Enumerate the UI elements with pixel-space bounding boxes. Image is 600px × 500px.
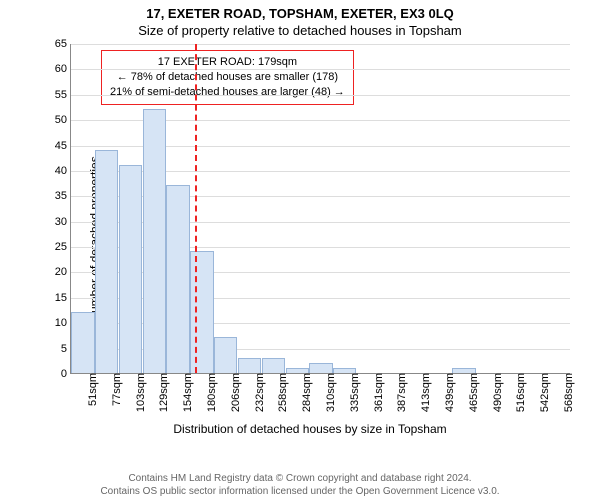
- x-axis-label: Distribution of detached houses by size …: [173, 422, 446, 436]
- chart-area: Number of detached properties Distributi…: [40, 44, 580, 434]
- info-line-2: ← 78% of detached houses are smaller (17…: [110, 70, 345, 85]
- histogram-bar: [143, 109, 166, 373]
- histogram-bar: [71, 312, 94, 373]
- x-tick-label: 258sqm: [277, 373, 289, 412]
- x-tick-label: 516sqm: [515, 373, 527, 412]
- marker-line: [195, 44, 197, 373]
- y-tick-label: 5: [61, 343, 71, 355]
- x-tick-label: 310sqm: [325, 373, 337, 412]
- gridline: [71, 69, 570, 70]
- histogram-bar: [214, 337, 237, 373]
- histogram-bar: [95, 150, 118, 373]
- gridline: [71, 44, 570, 45]
- footer-attribution: Contains HM Land Registry data © Crown c…: [0, 472, 600, 498]
- x-tick-label: 387sqm: [396, 373, 408, 412]
- x-tick-label: 284sqm: [301, 373, 313, 412]
- x-tick-label: 335sqm: [349, 373, 361, 412]
- y-tick-label: 20: [55, 266, 71, 278]
- histogram-bar: [190, 251, 213, 373]
- marker-info-box: 17 EXETER ROAD: 179sqm ← 78% of detached…: [101, 50, 354, 105]
- y-tick-label: 45: [55, 140, 71, 152]
- x-tick-label: 180sqm: [206, 373, 218, 412]
- y-tick-label: 30: [55, 216, 71, 228]
- y-tick-label: 50: [55, 114, 71, 126]
- x-tick-label: 490sqm: [492, 373, 504, 412]
- chart-container: 17, EXETER ROAD, TOPSHAM, EXETER, EX3 0L…: [0, 0, 600, 500]
- chart-title-sub: Size of property relative to detached ho…: [0, 21, 600, 42]
- y-tick-label: 55: [55, 89, 71, 101]
- histogram-bar: [238, 358, 261, 373]
- x-tick-label: 206sqm: [230, 373, 242, 412]
- y-tick-label: 0: [61, 368, 71, 380]
- chart-title-main: 17, EXETER ROAD, TOPSHAM, EXETER, EX3 0L…: [0, 0, 600, 21]
- x-tick-label: 465sqm: [468, 373, 480, 412]
- x-tick-label: 77sqm: [111, 373, 123, 406]
- x-tick-label: 542sqm: [539, 373, 551, 412]
- x-tick-label: 361sqm: [373, 373, 385, 412]
- x-tick-label: 413sqm: [420, 373, 432, 412]
- footer-line-2: Contains OS public sector information li…: [0, 485, 600, 498]
- y-tick-label: 35: [55, 190, 71, 202]
- info-line-1: 17 EXETER ROAD: 179sqm: [110, 55, 345, 70]
- y-tick-label: 65: [55, 38, 71, 50]
- gridline: [71, 95, 570, 96]
- x-tick-label: 568sqm: [563, 373, 575, 412]
- y-tick-label: 25: [55, 241, 71, 253]
- x-tick-label: 51sqm: [87, 373, 99, 406]
- y-tick-label: 40: [55, 165, 71, 177]
- x-tick-label: 129sqm: [158, 373, 170, 412]
- info-line-3: 21% of semi-detached houses are larger (…: [110, 85, 345, 100]
- x-tick-label: 232sqm: [254, 373, 266, 412]
- histogram-bar: [262, 358, 285, 373]
- y-tick-label: 10: [55, 317, 71, 329]
- y-tick-label: 15: [55, 292, 71, 304]
- histogram-bar: [119, 165, 142, 373]
- histogram-bar: [309, 363, 332, 373]
- x-tick-label: 103sqm: [135, 373, 147, 412]
- y-tick-label: 60: [55, 63, 71, 75]
- x-tick-label: 439sqm: [444, 373, 456, 412]
- x-tick-label: 154sqm: [182, 373, 194, 412]
- footer-line-1: Contains HM Land Registry data © Crown c…: [0, 472, 600, 485]
- plot-region: 17 EXETER ROAD: 179sqm ← 78% of detached…: [70, 44, 570, 374]
- histogram-bar: [166, 185, 189, 373]
